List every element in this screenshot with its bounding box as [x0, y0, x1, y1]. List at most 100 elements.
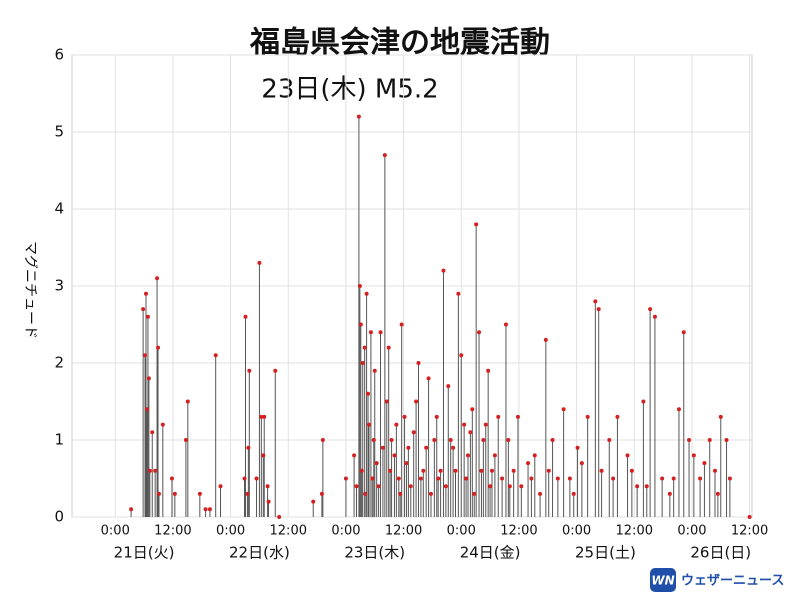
point [319, 491, 324, 496]
x-tick-label: 12:00 [385, 524, 422, 539]
point [245, 491, 250, 496]
point [408, 484, 413, 489]
point [561, 407, 566, 412]
point [585, 414, 590, 419]
point [389, 438, 394, 442]
x-tick-label: 12:00 [500, 524, 537, 539]
point [129, 507, 134, 512]
point [421, 468, 426, 473]
point [392, 453, 397, 458]
point [456, 291, 461, 296]
point [687, 438, 692, 442]
point [259, 414, 264, 419]
point [185, 399, 190, 404]
point [406, 445, 411, 450]
point [380, 445, 385, 450]
point [496, 414, 501, 419]
point [506, 438, 511, 442]
point [432, 438, 437, 442]
point [451, 445, 456, 450]
point [567, 476, 572, 481]
point [465, 453, 470, 458]
point [169, 476, 174, 481]
point [359, 468, 364, 473]
point [470, 407, 475, 412]
point [488, 484, 493, 489]
point [543, 337, 548, 342]
point [712, 468, 717, 473]
point [500, 476, 505, 481]
point [443, 484, 448, 489]
point [611, 476, 616, 481]
point [150, 430, 155, 435]
point [356, 114, 361, 119]
point [386, 345, 391, 350]
point [490, 468, 495, 473]
point [472, 491, 477, 496]
x-tick-label: 0:00 [331, 524, 360, 539]
point [246, 445, 251, 450]
point [394, 422, 399, 427]
point [459, 353, 464, 358]
point [418, 476, 423, 481]
point [254, 476, 259, 481]
point [507, 484, 512, 489]
point [571, 491, 576, 496]
point [218, 484, 223, 489]
point [352, 453, 357, 458]
point [652, 314, 657, 319]
point [404, 461, 409, 466]
point [724, 438, 729, 442]
x-tick-label: 0:00 [216, 524, 245, 539]
point [203, 507, 208, 512]
point [727, 476, 732, 481]
point [411, 430, 416, 435]
day-label: 25日(土) [575, 544, 636, 562]
point [532, 453, 537, 458]
chart-subtitle: 23日(木) M5.2 [261, 75, 438, 105]
point [629, 468, 634, 473]
point [144, 291, 149, 296]
point [378, 330, 383, 335]
day-label: 21日(火) [114, 544, 175, 562]
point [311, 499, 316, 504]
point [698, 476, 703, 481]
point [715, 491, 720, 496]
point [667, 491, 672, 496]
point [213, 353, 218, 358]
point [575, 445, 580, 450]
point [615, 414, 620, 419]
day-label: 23日(木) [344, 544, 405, 562]
point [364, 291, 369, 296]
x-tick-label: 12:00 [154, 524, 191, 539]
point [357, 284, 362, 288]
point [681, 330, 686, 335]
point [261, 453, 266, 458]
point [550, 438, 555, 442]
point [388, 468, 393, 473]
point [671, 476, 676, 481]
point [436, 476, 441, 481]
point [197, 491, 202, 496]
point [160, 422, 165, 427]
y-axis-label: マグニチュード [22, 241, 38, 339]
point [366, 391, 371, 396]
y-tick-label: 5 [54, 123, 64, 141]
point [538, 491, 543, 496]
point [434, 414, 439, 419]
point [172, 491, 177, 496]
point [374, 461, 379, 466]
point [462, 422, 467, 427]
brand-icon-bg [650, 568, 676, 592]
x-tick-label: 12:00 [270, 524, 307, 539]
point [511, 468, 516, 473]
x-tick-label: 12:00 [731, 524, 768, 539]
point [707, 438, 712, 442]
point [273, 368, 278, 373]
y-tick-label: 0 [54, 508, 64, 526]
point [396, 476, 401, 481]
point [676, 407, 681, 412]
x-tick-label: 0:00 [562, 524, 591, 539]
point [660, 476, 665, 481]
